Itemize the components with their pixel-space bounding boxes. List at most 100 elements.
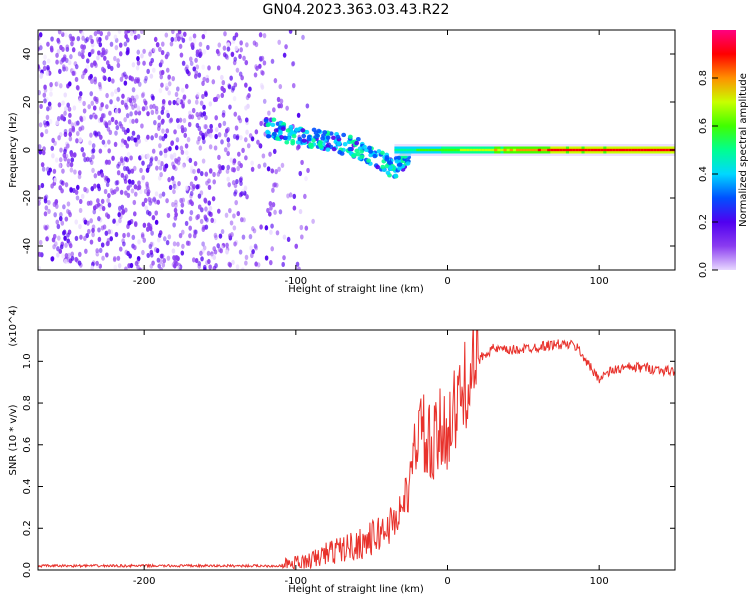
- noise-cell: [261, 153, 266, 159]
- noise-cell: [81, 35, 85, 41]
- noise-cell: [121, 72, 125, 78]
- noise-cell: [93, 76, 97, 82]
- noise-cell: [39, 45, 43, 51]
- noise-cell: [114, 88, 118, 94]
- noise-cell: [50, 145, 55, 151]
- noise-cell: [121, 93, 125, 99]
- noise-cell: [51, 153, 55, 159]
- noise-cell: [209, 123, 213, 130]
- noise-cell: [269, 229, 273, 235]
- noise-cell: [99, 134, 103, 140]
- colorbar: 0.0 0.2 0.4 0.6 0.8 Normalized spectral ampl…: [698, 30, 749, 278]
- noise-cell: [91, 227, 95, 233]
- head-echo-cell: [351, 153, 356, 159]
- noise-cell: [59, 212, 63, 218]
- noise-cell: [296, 112, 301, 118]
- noise-cell: [259, 224, 263, 230]
- noise-cell: [83, 235, 87, 242]
- noise-cell: [76, 85, 80, 91]
- noise-cell: [173, 259, 177, 265]
- noise-cell: [52, 168, 57, 174]
- noise-cell: [120, 172, 125, 178]
- noise-cell: [208, 168, 213, 174]
- noise-cell: [171, 201, 175, 208]
- noise-cell: [82, 44, 87, 50]
- noise-cell: [58, 163, 62, 169]
- noise-cell: [200, 112, 205, 118]
- noise-cell: [140, 123, 144, 129]
- noise-cell: [117, 263, 122, 269]
- noise-cell: [42, 60, 47, 66]
- noise-cell: [63, 110, 67, 116]
- noise-cell: [71, 125, 76, 131]
- head-echo-cell: [288, 124, 294, 130]
- noise-cell: [138, 155, 142, 161]
- noise-cell: [175, 255, 179, 261]
- carrier-core: [600, 148, 604, 152]
- noise-cell: [90, 78, 94, 84]
- noise-cell: [196, 213, 201, 220]
- noise-cell: [82, 115, 86, 121]
- noise-cell: [204, 114, 208, 121]
- noise-cell: [144, 105, 149, 111]
- noise-cell: [228, 233, 232, 239]
- noise-cell: [244, 260, 248, 266]
- noise-cell: [169, 153, 174, 159]
- noise-cell: [127, 136, 131, 142]
- noise-cell: [227, 84, 232, 90]
- noise-cell: [199, 100, 204, 106]
- noise-cell: [177, 180, 181, 187]
- noise-cell: [203, 197, 207, 203]
- head-echo-cell: [266, 130, 271, 136]
- noise-cell: [63, 131, 68, 137]
- noise-cell: [58, 83, 63, 89]
- carrier-core: [547, 148, 551, 152]
- noise-cell: [230, 51, 235, 57]
- carrier-core: [572, 148, 576, 152]
- noise-cell: [213, 145, 218, 151]
- noise-cell: [201, 80, 205, 87]
- noise-cell: [286, 236, 291, 243]
- carrier-core: [478, 148, 483, 152]
- noise-cell: [157, 263, 161, 269]
- noise-cell: [204, 131, 209, 137]
- noise-cell: [64, 182, 69, 188]
- noise-cell: [235, 264, 240, 270]
- noise-cell: [101, 47, 106, 53]
- noise-cell: [195, 111, 200, 118]
- noise-cell: [62, 204, 66, 210]
- noise-cell: [100, 52, 104, 58]
- noise-cell: [266, 166, 271, 172]
- snr-x-tick-label: 100: [590, 576, 609, 587]
- noise-cell: [133, 34, 138, 41]
- carrier-core: [453, 148, 458, 152]
- carrier-core: [487, 148, 492, 152]
- noise-cell: [126, 30, 131, 34]
- noise-cell: [91, 232, 95, 238]
- noise-cell: [195, 184, 200, 190]
- noise-cell: [161, 128, 165, 134]
- noise-cell: [184, 150, 189, 156]
- noise-cell: [151, 260, 155, 266]
- carrier-core: [506, 148, 511, 152]
- noise-cell: [254, 64, 258, 70]
- noise-cell: [197, 136, 201, 142]
- noise-cell: [98, 206, 102, 212]
- noise-cell: [114, 231, 119, 238]
- noise-cell: [141, 177, 145, 183]
- noise-cell: [180, 149, 185, 155]
- noise-cell: [59, 244, 64, 250]
- snr-y-axis-label: SNR (10 * v/v): [8, 404, 19, 475]
- noise-cell: [186, 137, 191, 143]
- noise-cell: [170, 36, 175, 43]
- noise-cell: [169, 41, 174, 47]
- noise-cell: [104, 230, 109, 236]
- noise-cell: [116, 87, 121, 93]
- noise-cell: [228, 208, 232, 214]
- noise-cell: [93, 173, 98, 179]
- noise-cell: [304, 225, 309, 231]
- noise-cell: [248, 234, 253, 240]
- noise-cell: [155, 247, 160, 254]
- noise-cell: [174, 202, 178, 209]
- noise-cell: [125, 113, 130, 119]
